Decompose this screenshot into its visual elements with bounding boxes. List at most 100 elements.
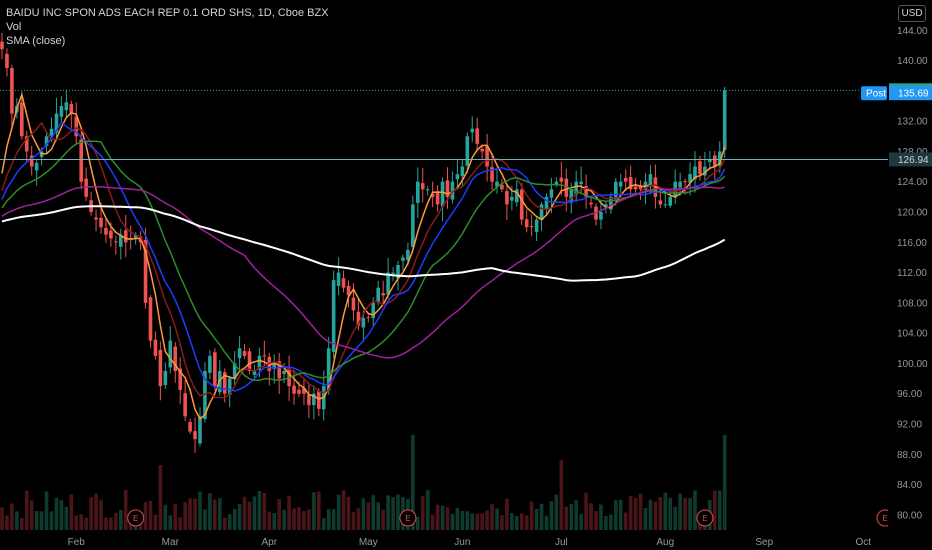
candle-body xyxy=(64,102,69,111)
volume-bar xyxy=(287,495,291,530)
candle-body xyxy=(430,193,435,197)
time-axis[interactable]: Feb Mar Apr May Jun Jul Aug Sep Oct xyxy=(68,537,872,548)
candle-body xyxy=(49,128,54,136)
volume-bar xyxy=(549,501,554,530)
candle-body xyxy=(609,196,613,210)
volume-bar xyxy=(351,512,356,530)
volume-bar xyxy=(29,500,34,530)
chart-title[interactable]: BAIDU INC SPON ADS EACH REP 0.1 ORD SHS,… xyxy=(6,7,329,19)
candle-body xyxy=(277,361,281,379)
candle-body xyxy=(213,352,217,387)
candle-body xyxy=(20,102,24,137)
volume-legend[interactable]: Vol xyxy=(6,21,22,33)
volume-bar xyxy=(465,511,470,530)
candle-body xyxy=(292,385,296,394)
candle-body xyxy=(193,431,197,440)
candle-body xyxy=(5,53,9,69)
candle-body xyxy=(297,389,301,394)
volume-bar xyxy=(24,490,29,530)
volume-bar xyxy=(366,502,371,530)
volume-bar xyxy=(396,494,400,530)
candle-body xyxy=(336,272,341,286)
volume-bar xyxy=(272,513,277,530)
candle-body xyxy=(163,371,168,386)
x-tick-label: Aug xyxy=(656,537,674,548)
volume-bar xyxy=(257,490,262,530)
volume-bar xyxy=(346,496,351,530)
y-tick-label: 92.00 xyxy=(897,420,922,431)
candle-body xyxy=(153,339,158,356)
volume-bar xyxy=(371,495,376,530)
y-tick-label: 116.00 xyxy=(897,238,927,249)
candle-body xyxy=(158,349,163,387)
candle-body xyxy=(307,395,311,406)
volume-bar xyxy=(500,515,504,530)
candle-body xyxy=(688,174,692,183)
candle-body xyxy=(722,90,727,150)
volume-bar xyxy=(89,497,93,530)
volume-bar xyxy=(109,517,113,530)
volume-bar xyxy=(178,517,182,530)
y-tick-label: 80.00 xyxy=(897,510,922,521)
volume-bar xyxy=(94,493,98,530)
volume-bar xyxy=(515,516,519,530)
currency-button[interactable]: USD xyxy=(898,5,926,22)
volume-bar xyxy=(267,511,272,530)
volume-bar xyxy=(658,496,663,530)
y-tick-label: 124.00 xyxy=(897,177,928,188)
candle-body xyxy=(10,68,14,114)
candle-body xyxy=(515,189,519,203)
volume-bar xyxy=(604,516,608,530)
volume-bar xyxy=(386,495,390,530)
volume-bar xyxy=(668,497,673,530)
volume-bar xyxy=(440,505,445,530)
volume-bar xyxy=(173,504,178,530)
candle-body xyxy=(713,155,717,167)
volume-bar xyxy=(643,508,648,530)
earnings-marker-label: E xyxy=(405,514,410,523)
candle-body xyxy=(490,167,494,182)
candle-body xyxy=(381,293,385,296)
volume-bar xyxy=(218,498,222,530)
volume-bar xyxy=(321,517,326,530)
volume-bar xyxy=(574,500,578,530)
volume-bar xyxy=(485,510,489,530)
candle-body xyxy=(420,183,425,190)
candle-body xyxy=(222,372,227,394)
candle-body xyxy=(440,181,445,207)
volume-bar xyxy=(683,497,687,530)
volume-bar xyxy=(64,506,69,530)
price-axis[interactable]: 144.00140.00136.00132.00128.00124.00120.… xyxy=(888,0,932,550)
candle-body xyxy=(618,181,623,187)
volume-bar xyxy=(623,512,628,530)
candle-body xyxy=(401,257,405,261)
candle-body xyxy=(445,180,450,197)
candle-body xyxy=(569,189,574,203)
volume-bar xyxy=(114,512,118,530)
candle-body xyxy=(465,136,470,166)
volume-bar xyxy=(510,513,514,530)
volume-bar xyxy=(302,511,306,530)
candle-body xyxy=(94,217,98,220)
candle-body xyxy=(623,177,628,182)
volume-bar xyxy=(307,509,311,530)
candle-body xyxy=(34,162,39,171)
candle-body xyxy=(74,116,79,137)
sma-legend[interactable]: SMA (close) xyxy=(6,35,66,47)
volume-bar xyxy=(663,492,668,530)
volume-bar xyxy=(208,493,212,530)
sma-line xyxy=(1,121,726,392)
candle-body xyxy=(302,387,306,394)
volume-bar xyxy=(222,517,227,530)
volume-bar xyxy=(5,515,9,530)
candle-body xyxy=(257,355,262,370)
candle-body xyxy=(584,186,588,197)
candle-body xyxy=(148,297,153,341)
volume-bar xyxy=(381,509,385,530)
volume-bar xyxy=(519,513,524,530)
candle-body xyxy=(703,166,707,176)
volume-bar xyxy=(618,499,623,530)
volume-bar xyxy=(356,508,361,530)
volume-bar xyxy=(143,502,148,530)
